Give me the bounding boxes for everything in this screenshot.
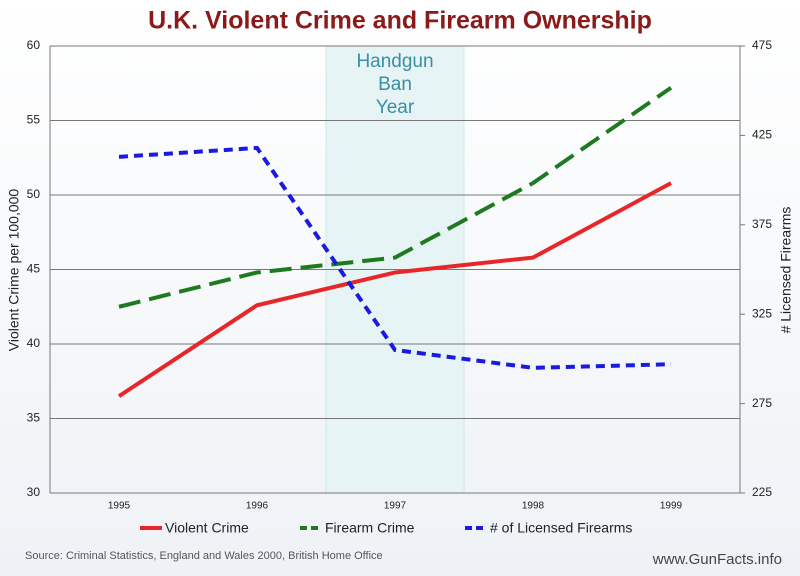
y-tick-label: 30 bbox=[27, 485, 41, 499]
y2-axis-label: # Licensed Firearms bbox=[778, 207, 794, 334]
y2-tick-label: 475 bbox=[752, 38, 772, 52]
x-tick-label: 1996 bbox=[246, 501, 269, 512]
y2-tick-label: 375 bbox=[752, 217, 772, 231]
x-tick-label: 1995 bbox=[108, 501, 131, 512]
x-tick-label: 1999 bbox=[660, 501, 683, 512]
legend-label: Firearm Crime bbox=[325, 520, 415, 536]
series-line bbox=[118, 145, 672, 370]
x-tick-label: 1997 bbox=[384, 501, 407, 512]
y-tick-label: 35 bbox=[27, 411, 41, 425]
annotation: Ban bbox=[378, 74, 412, 95]
y-tick-label: 50 bbox=[27, 187, 41, 201]
annotation: Handgun bbox=[356, 51, 433, 72]
source: Source: Criminal Statistics, England and… bbox=[25, 550, 383, 562]
chart-title: U.K. Violent Crime and Firearm Ownership bbox=[148, 7, 652, 35]
y2-tick-label: 325 bbox=[752, 306, 772, 320]
y-tick-label: 60 bbox=[27, 38, 41, 52]
legend-label: Violent Crime bbox=[165, 520, 249, 536]
y-tick-label: 55 bbox=[27, 113, 41, 127]
website: www.GunFacts.info bbox=[652, 551, 782, 568]
y2-tick-label: 225 bbox=[752, 485, 772, 499]
y-tick-label: 45 bbox=[27, 262, 41, 276]
series-line bbox=[117, 181, 672, 398]
y-tick-label: 40 bbox=[27, 336, 41, 350]
series-line bbox=[118, 86, 673, 309]
legend-label: # of Licensed Firearms bbox=[490, 520, 632, 536]
y2-tick-label: 275 bbox=[752, 396, 772, 410]
y-axis-label: Violent Crime per 100,000 bbox=[6, 189, 22, 352]
y2-tick-label: 425 bbox=[752, 128, 772, 142]
x-tick-label: 1998 bbox=[522, 501, 545, 512]
annotation: Year bbox=[376, 97, 415, 118]
